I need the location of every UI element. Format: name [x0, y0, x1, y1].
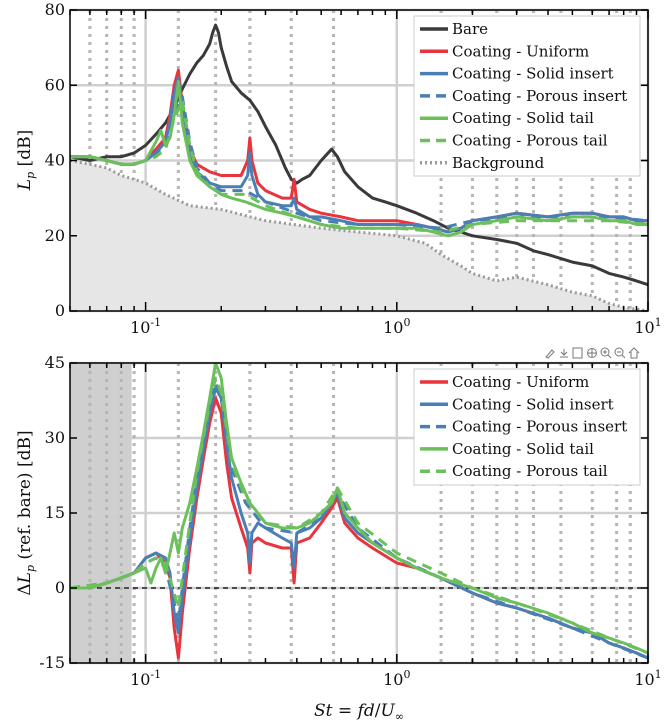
y-tick-label: 30	[45, 428, 65, 447]
background-area	[70, 160, 648, 311]
x-tick-label: 10-1	[130, 316, 161, 337]
series-line-coating-porous-insert	[70, 95, 648, 230]
top-background-fill	[70, 160, 648, 311]
y-tick-label: 0	[55, 301, 65, 320]
legend-label: Bare	[452, 20, 488, 38]
bottom-series	[70, 363, 648, 660]
y-tick-label: 20	[45, 226, 65, 245]
series-line-coating-porous-insert	[70, 381, 648, 660]
y-tick-label: 60	[45, 75, 65, 94]
legend-label: Coating - Solid insert	[452, 65, 614, 83]
datatip-icon[interactable]	[572, 347, 583, 359]
y-tick-label: 0	[55, 578, 65, 597]
legend-label: Coating - Solid insert	[452, 395, 614, 413]
y-tick-label: 45	[45, 353, 65, 372]
legend-label: Coating - Porous tail	[452, 132, 608, 150]
bottom-axes-frame	[69, 362, 649, 664]
legend-label: Coating - Uniform	[452, 373, 589, 391]
top-ticks: 0 20 40 60 80 10-1 100 101	[45, 0, 662, 337]
top-series	[70, 23, 648, 311]
zoom-in-icon[interactable]	[600, 347, 612, 359]
bottom-ticks: -15 0 15 30 45 10-1 100 101	[39, 353, 661, 689]
legend-box	[413, 15, 641, 177]
brush-icon[interactable]	[544, 347, 556, 359]
export-icon[interactable]	[558, 347, 570, 359]
x-tick-label: 101	[634, 316, 661, 337]
series-line-coating-solid-tail	[70, 363, 648, 655]
legend-label: Coating - Porous insert	[452, 87, 627, 105]
legend-label: Coating - Solid tail	[452, 440, 594, 458]
legend-label: Coating - Solid tail	[452, 109, 594, 127]
legend-box	[413, 368, 641, 486]
zoom-out-icon[interactable]	[614, 347, 626, 359]
x-tick-label: 101	[634, 668, 661, 689]
pan-icon[interactable]	[587, 348, 597, 358]
x-tick-label: 10-1	[130, 668, 161, 689]
top-legend: Bare Coating - Uniform Coating - Solid ins…	[413, 15, 641, 177]
y-tick-label: 80	[45, 0, 65, 19]
bottom-legend: Coating - Uniform Coating - Solid insert C…	[413, 368, 641, 486]
series-line-coating-porous-tail	[70, 376, 648, 655]
series-line-coating-porous-tail	[70, 98, 648, 234]
legend-label: Background	[452, 154, 545, 172]
home-icon[interactable]	[628, 347, 640, 359]
top-y-axis-label: Lp [dB]	[15, 130, 37, 191]
top-axes-frame	[69, 9, 649, 312]
legend-label: Coating - Porous tail	[452, 462, 608, 480]
bottom-x-axis-label: St = fd/U∞	[314, 701, 404, 723]
legend-label: Coating - Uniform	[452, 42, 589, 60]
plot-toolbar	[544, 347, 640, 359]
legend-label: Coating - Porous insert	[452, 418, 627, 436]
x-tick-label: 100	[383, 668, 410, 689]
y-tick-label: 40	[45, 151, 65, 170]
top-panel: 0 20 40 60 80 10-1 100 101 Bare Coating - Unifor…	[15, 0, 662, 337]
y-tick-label: 15	[45, 503, 65, 522]
y-tick-label: -15	[39, 653, 65, 672]
bottom-y-axis-label: ΔLp (ref. bare) [dB]	[15, 430, 37, 595]
x-tick-label: 100	[383, 316, 410, 337]
